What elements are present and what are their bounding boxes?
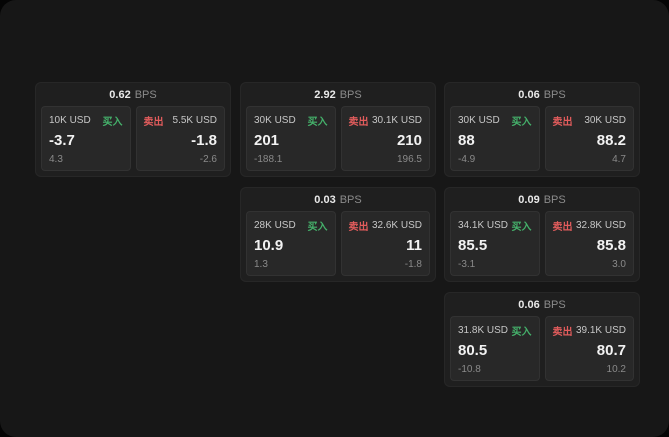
buy-button[interactable]: 买入: [307, 117, 328, 128]
sell-panel: 卖出 30K USD 88.2 4.7: [544, 106, 634, 171]
sell-change: -2.6: [199, 153, 217, 165]
spread-header: 0.06 BPS: [445, 293, 639, 316]
buy-price: 85.5: [458, 237, 488, 254]
sell-button[interactable]: 卖出: [552, 117, 573, 128]
sell-panel: 卖出 5.5K USD -1.8 -2.6: [135, 106, 225, 171]
spread-value: 0.62: [109, 88, 131, 101]
spread-unit: BPS: [339, 193, 362, 206]
buy-price: 201: [254, 132, 280, 149]
buy-panel: 30K USD 买入 201 -188.1: [246, 106, 336, 171]
sell-size-label: 39.1K USD: [575, 325, 626, 336]
sell-price: 11: [406, 237, 422, 254]
buy-button[interactable]: 买入: [511, 327, 532, 338]
sell-panel: 卖出 30.1K USD 210 196.5: [340, 106, 430, 171]
buy-panel: 30K USD 买入 88 -4.9: [450, 106, 540, 171]
sell-size-label: 32.8K USD: [575, 220, 626, 231]
quote-card: 0.62 BPS 10K USD 买入 -3.7 4.3 卖出 5.5K USD…: [35, 82, 231, 177]
sell-button[interactable]: 卖出: [552, 327, 573, 338]
sell-size-label: 5.5K USD: [172, 115, 217, 126]
spread-header: 0.62 BPS: [36, 83, 230, 106]
buy-change: -3.1: [458, 258, 476, 270]
buy-change: -10.8: [458, 363, 481, 375]
quote-card: 0.06 BPS 31.8K USD 买入 80.5 -10.8 卖出 39.1…: [444, 292, 640, 387]
sell-button[interactable]: 卖出: [143, 117, 164, 128]
buy-button[interactable]: 买入: [511, 117, 532, 128]
quote-card: 2.92 BPS 30K USD 买入 201 -188.1 卖出 30.1K …: [240, 82, 436, 177]
spread-header: 2.92 BPS: [241, 83, 435, 106]
buy-change: -4.9: [458, 153, 476, 165]
buy-panel: 34.1K USD 买入 85.5 -3.1: [450, 211, 540, 276]
buy-price: 10.9: [254, 237, 284, 254]
sell-size-label: 32.6K USD: [371, 220, 422, 231]
sell-price: 85.8: [596, 237, 626, 254]
sell-panel: 卖出 39.1K USD 80.7 10.2: [544, 316, 634, 381]
spread-unit: BPS: [543, 88, 566, 101]
spread-header: 0.06 BPS: [445, 83, 639, 106]
sell-change: 4.7: [612, 153, 626, 165]
buy-size-label: 30K USD: [254, 115, 296, 126]
buy-panel: 31.8K USD 买入 80.5 -10.8: [450, 316, 540, 381]
sell-price: 88.2: [596, 132, 626, 149]
spread-unit: BPS: [134, 88, 157, 101]
sell-button[interactable]: 卖出: [348, 222, 369, 233]
buy-change: 4.3: [49, 153, 63, 165]
spread-unit: BPS: [543, 193, 566, 206]
buy-price: -3.7: [49, 132, 75, 149]
sell-change: 196.5: [396, 153, 422, 165]
buy-size-label: 31.8K USD: [458, 325, 509, 336]
buy-button[interactable]: 买入: [307, 222, 328, 233]
buy-price: 88: [458, 132, 475, 149]
buy-change: -188.1: [254, 153, 283, 165]
buy-button[interactable]: 买入: [511, 222, 532, 233]
spread-value: 0.09: [518, 193, 540, 206]
buy-price: 80.5: [458, 342, 488, 359]
sell-change: -1.8: [404, 258, 422, 270]
buy-size-label: 10K USD: [49, 115, 91, 126]
spread-header: 0.09 BPS: [445, 188, 639, 211]
spread-header: 0.03 BPS: [241, 188, 435, 211]
spread-value: 2.92: [314, 88, 336, 101]
quote-card: 0.03 BPS 28K USD 买入 10.9 1.3 卖出 32.6K US…: [240, 187, 436, 282]
sell-panel: 卖出 32.8K USD 85.8 3.0: [544, 211, 634, 276]
quote-card: 0.06 BPS 30K USD 买入 88 -4.9 卖出 30K USD 8…: [444, 82, 640, 177]
sell-change: 3.0: [612, 258, 626, 270]
sell-price: 80.7: [596, 342, 626, 359]
buy-change: 1.3: [254, 258, 268, 270]
sell-button[interactable]: 卖出: [552, 222, 573, 233]
buy-size-label: 28K USD: [254, 220, 296, 231]
buy-button[interactable]: 买入: [102, 117, 123, 128]
quote-card: 0.09 BPS 34.1K USD 买入 85.5 -3.1 卖出 32.8K…: [444, 187, 640, 282]
buy-panel: 10K USD 买入 -3.7 4.3: [41, 106, 131, 171]
sell-size-label: 30.1K USD: [371, 115, 422, 126]
sell-change: 10.2: [606, 363, 626, 375]
spread-unit: BPS: [339, 88, 362, 101]
sell-button[interactable]: 卖出: [348, 117, 369, 128]
spread-unit: BPS: [543, 298, 566, 311]
sell-size-label: 30K USD: [584, 115, 626, 126]
sell-price: -1.8: [191, 132, 217, 149]
sell-panel: 卖出 32.6K USD 11 -1.8: [340, 211, 430, 276]
buy-size-label: 34.1K USD: [458, 220, 509, 231]
spread-value: 0.06: [518, 298, 540, 311]
spread-value: 0.03: [314, 193, 336, 206]
buy-panel: 28K USD 买入 10.9 1.3: [246, 211, 336, 276]
sell-price: 210: [396, 132, 422, 149]
spread-value: 0.06: [518, 88, 540, 101]
buy-size-label: 30K USD: [458, 115, 500, 126]
